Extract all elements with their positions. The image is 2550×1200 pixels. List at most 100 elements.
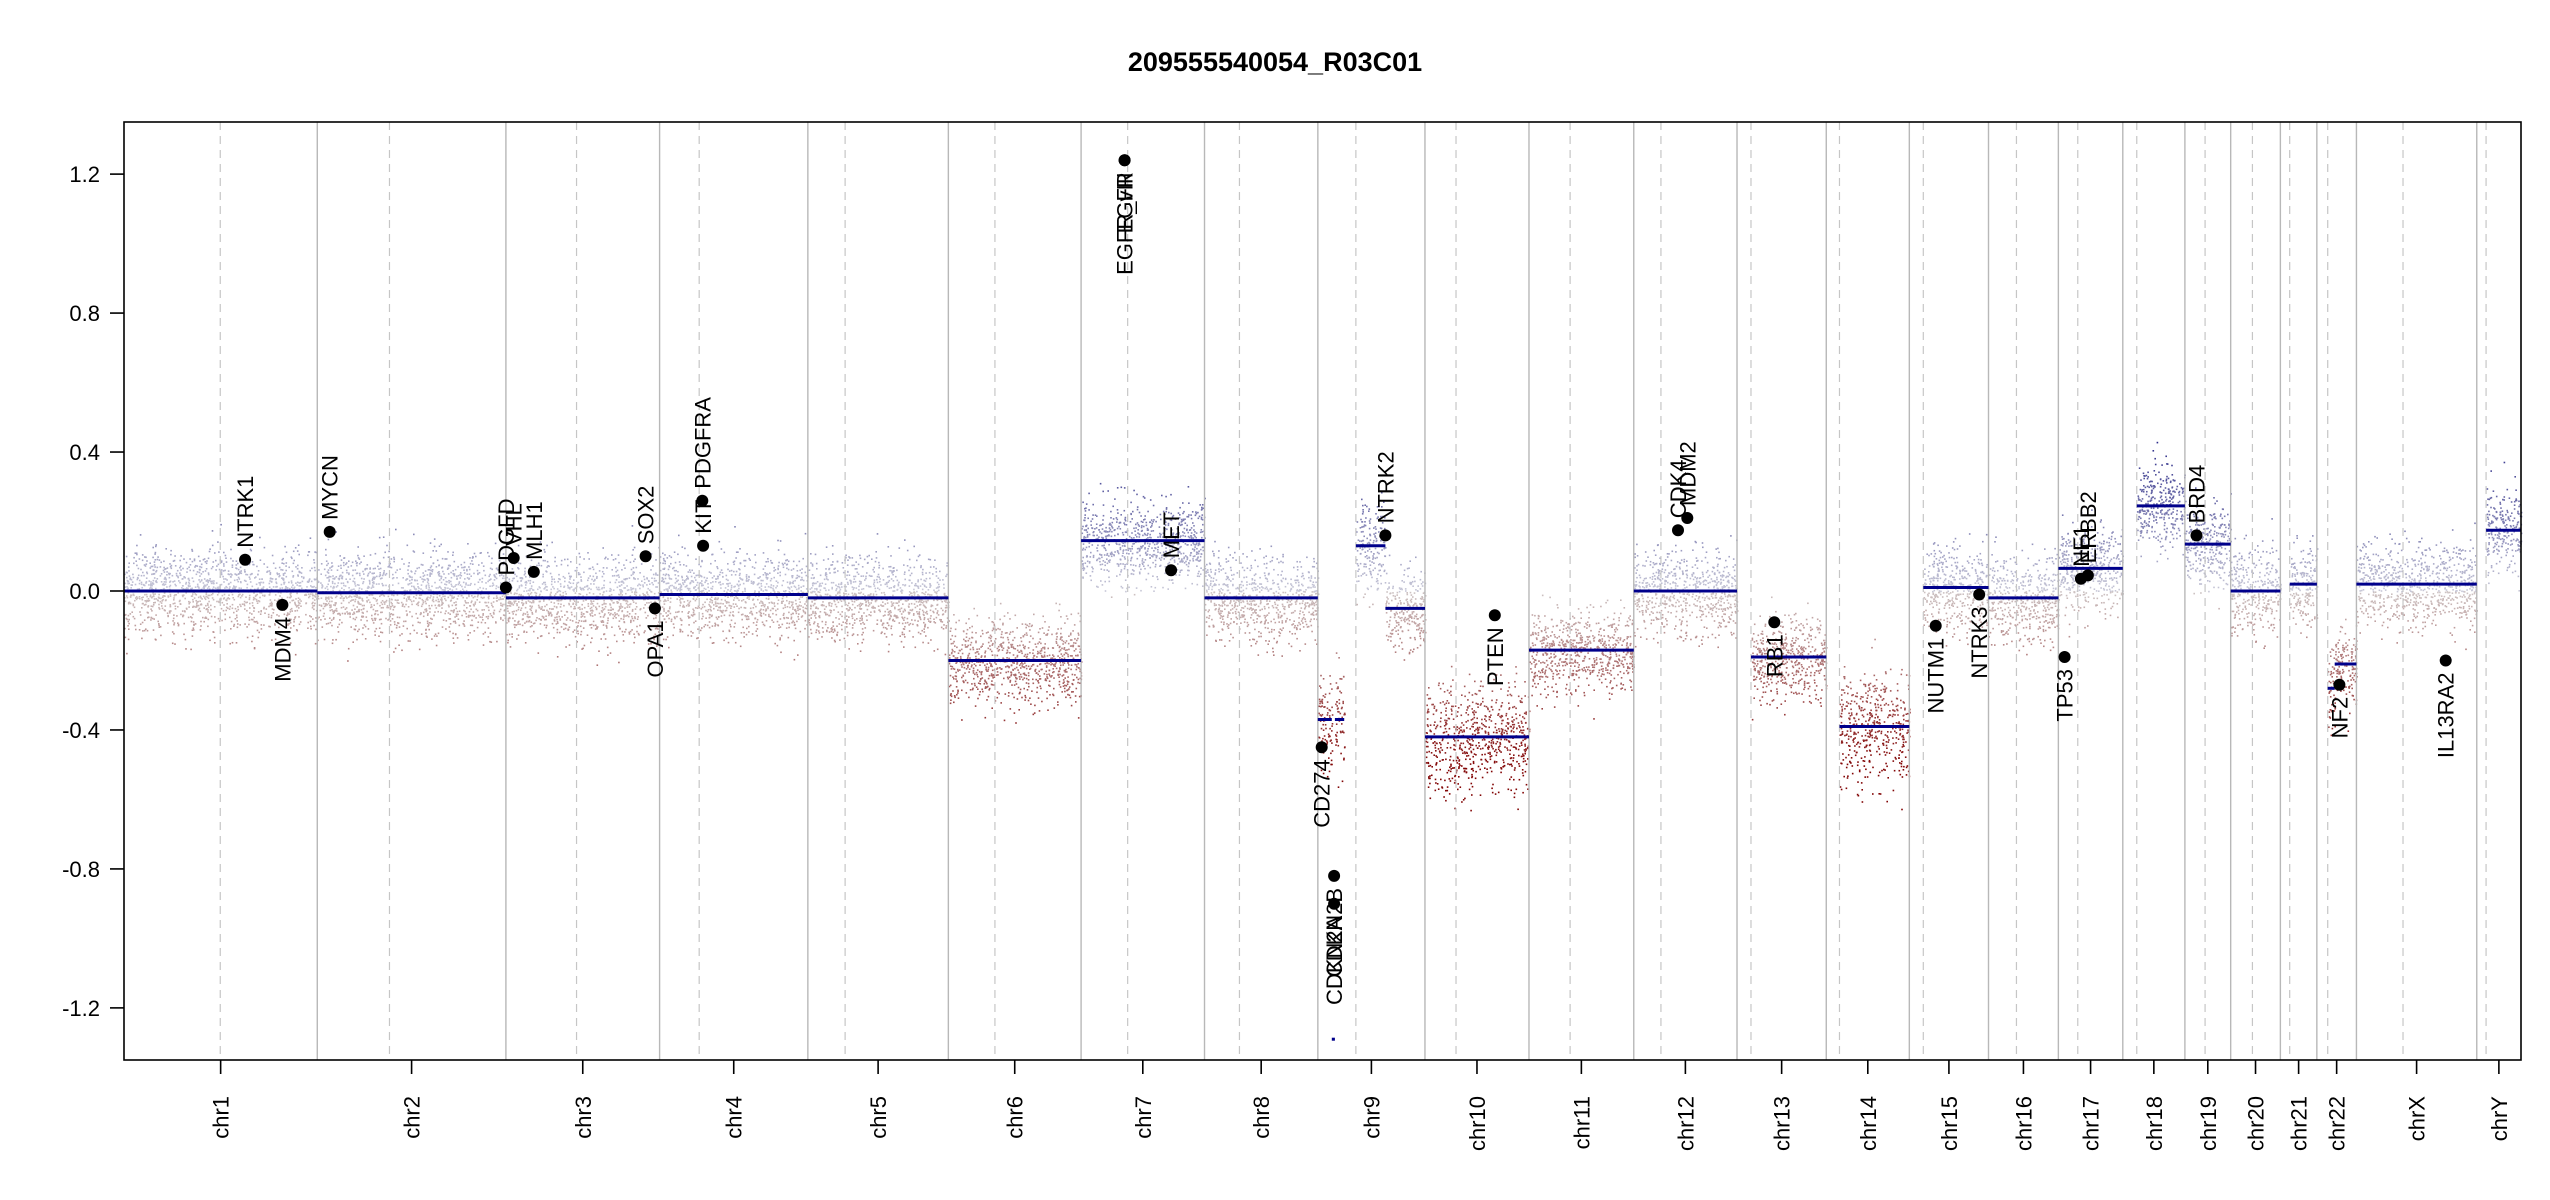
- probe-point: [661, 632, 663, 634]
- probe-point: [553, 594, 556, 597]
- probe-point: [868, 603, 871, 606]
- probe-point: [468, 595, 470, 598]
- probe-point: [610, 609, 613, 611]
- probe-point: [655, 614, 658, 617]
- probe-point: [197, 596, 200, 599]
- probe-point: [154, 593, 156, 595]
- probe-point: [332, 589, 334, 592]
- probe-point: [773, 605, 776, 607]
- probe-point: [357, 600, 359, 603]
- probe-point: [448, 605, 450, 608]
- probe-point: [683, 564, 685, 566]
- probe-point: [583, 620, 585, 623]
- probe-point: [204, 597, 206, 599]
- probe-point: [793, 621, 796, 624]
- probe-point: [487, 615, 490, 618]
- probe-point: [124, 600, 127, 603]
- probe-point: [709, 636, 712, 639]
- probe-point: [653, 592, 656, 595]
- probe-point: [624, 607, 626, 609]
- probe-point: [848, 648, 850, 650]
- probe-point: [514, 626, 516, 629]
- probe-point: [748, 578, 750, 581]
- probe-point: [633, 641, 635, 644]
- probe-point: [282, 557, 284, 560]
- probe-point: [432, 550, 434, 552]
- probe-point: [334, 609, 336, 612]
- probe-point: [246, 609, 248, 612]
- probe-point: [309, 615, 311, 617]
- probe-point: [209, 578, 211, 580]
- probe-point: [211, 530, 214, 532]
- probe-point: [669, 612, 672, 615]
- probe-point: [430, 589, 432, 592]
- probe-point: [358, 597, 360, 600]
- probe-point: [935, 575, 938, 577]
- probe-point: [126, 652, 128, 655]
- probe-point: [851, 586, 854, 588]
- probe-point: [882, 626, 885, 629]
- probe-point: [213, 580, 215, 582]
- probe-point: [607, 609, 610, 611]
- probe-point: [818, 616, 821, 619]
- probe-point: [529, 576, 531, 578]
- probe-point: [340, 567, 342, 569]
- probe-point: [239, 581, 242, 583]
- probe-point: [456, 637, 459, 639]
- probe-point: [391, 618, 394, 620]
- probe-point: [233, 625, 235, 627]
- probe-point: [399, 568, 401, 570]
- probe-point: [154, 601, 156, 604]
- probe-point: [633, 546, 636, 549]
- probe-point: [679, 599, 681, 601]
- probe-point: [727, 641, 730, 644]
- probe-point: [343, 557, 345, 559]
- probe-point: [520, 595, 523, 597]
- probe-point: [798, 587, 800, 589]
- probe-point: [325, 598, 327, 601]
- probe-point: [756, 628, 759, 630]
- probe-point: [340, 559, 343, 561]
- probe-point: [845, 578, 848, 580]
- probe-point: [192, 627, 195, 629]
- probe-point: [812, 604, 815, 607]
- probe-point: [632, 573, 634, 575]
- probe-point: [174, 594, 176, 596]
- probe-point: [681, 546, 684, 548]
- probe-point: [918, 599, 921, 601]
- probe-point: [715, 605, 717, 607]
- probe-point: [810, 605, 812, 608]
- probe-point: [266, 588, 268, 590]
- probe-point: [945, 595, 947, 597]
- probe-point: [617, 554, 620, 556]
- probe-point: [538, 564, 540, 567]
- probe-point: [560, 585, 562, 588]
- probe-point: [602, 567, 605, 569]
- probe-point: [128, 622, 130, 625]
- probe-point: [476, 626, 479, 629]
- probe-point: [293, 559, 295, 562]
- probe-point: [530, 591, 533, 594]
- probe-point: [721, 620, 723, 623]
- probe-point: [672, 623, 675, 625]
- probe-point: [718, 540, 721, 543]
- probe-point: [326, 600, 328, 602]
- probe-point: [284, 572, 286, 574]
- probe-point: [614, 581, 617, 584]
- probe-point: [389, 566, 391, 569]
- probe-point: [631, 608, 634, 611]
- probe-point: [330, 604, 332, 606]
- probe-point: [751, 612, 753, 615]
- probe-point: [428, 607, 431, 610]
- probe-point: [173, 599, 175, 601]
- probe-point: [811, 565, 814, 567]
- probe-point: [607, 558, 609, 560]
- probe-point: [337, 613, 339, 615]
- probe-point: [537, 637, 539, 639]
- probe-point: [720, 598, 723, 601]
- probe-point: [746, 627, 748, 630]
- probe-point: [194, 586, 197, 588]
- probe-point: [904, 584, 906, 587]
- probe-point: [913, 594, 916, 596]
- probe-point: [369, 601, 371, 604]
